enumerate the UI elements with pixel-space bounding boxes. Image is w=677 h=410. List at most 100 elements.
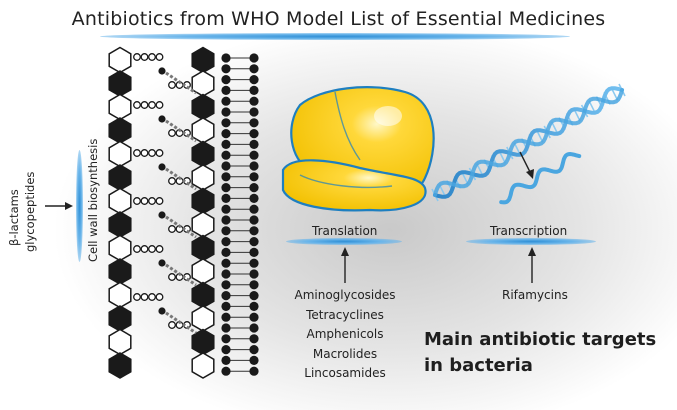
peptide-bead — [140, 293, 149, 301]
peptide-bead — [155, 293, 164, 301]
lipid-head — [221, 215, 231, 225]
lipid-head — [221, 75, 231, 85]
lipid-head — [249, 247, 259, 257]
glycan-hexagon — [108, 117, 132, 144]
peptide-bead — [133, 197, 141, 205]
peptide-bead — [168, 129, 176, 137]
lipid-head — [249, 161, 259, 171]
cell-wall-drugs-line1: β-lactams — [7, 189, 21, 246]
crosslink-bridge — [165, 215, 197, 239]
glycan-hexagon — [108, 258, 132, 285]
peptide-bead — [140, 197, 149, 205]
lipid-head — [249, 172, 259, 182]
glycan-hexagon — [191, 281, 215, 309]
lipid-head — [221, 345, 231, 355]
lipid-head — [249, 237, 259, 247]
lipid-head — [221, 247, 231, 257]
lipid-head — [221, 183, 231, 193]
arrow-translation — [341, 247, 349, 283]
peptide-bead — [168, 177, 176, 185]
peptide-bead — [148, 101, 156, 109]
main-heading-line1: Main antibiotic targets — [424, 329, 657, 350]
lipid-head — [249, 107, 259, 117]
lipid-head — [221, 323, 231, 333]
lipid-head — [221, 129, 231, 139]
lipid-head — [221, 193, 231, 203]
peptide-bead — [148, 197, 156, 205]
transcription-label: Transcription — [490, 224, 568, 238]
peptide-bead — [148, 149, 156, 157]
translation-label: Translation — [312, 224, 378, 238]
cell-wall-peptidoglycan — [108, 46, 215, 379]
lipid-head — [249, 129, 259, 139]
peptide-bead — [140, 149, 149, 157]
glycan-hexagon — [191, 46, 215, 74]
lipid-head — [249, 118, 259, 128]
rna-transcript — [499, 151, 582, 205]
lipid-head — [249, 204, 259, 214]
lipid-head — [221, 269, 231, 279]
peptide-bead — [155, 53, 164, 61]
crosslink-bridge — [165, 119, 197, 143]
lipid-head — [249, 64, 259, 74]
drug-aminoglycosides: Aminoglycosides — [294, 288, 396, 302]
lipid-head — [249, 269, 259, 279]
lipid-head — [221, 107, 231, 117]
glycan-hexagon — [108, 140, 132, 168]
crosslink-bridge — [165, 167, 197, 191]
glycan-hexagon — [191, 93, 215, 121]
glycan-hexagon — [191, 140, 215, 168]
drug-macrolides: Macrolides — [312, 346, 378, 361]
peptide-bead — [168, 321, 176, 329]
lipid-head — [249, 139, 259, 149]
lipid-head — [249, 183, 259, 193]
crosslink-node — [158, 259, 166, 267]
lipid-head — [221, 226, 231, 236]
glycan-hexagon — [108, 164, 132, 191]
glycan-hexagon — [108, 211, 132, 238]
lipid-head — [221, 258, 231, 268]
translation-bar — [286, 238, 402, 245]
drug-amphenicols: Amphenicols — [306, 327, 384, 341]
lipid-head — [221, 312, 231, 322]
cell-membrane-bilayer — [221, 53, 259, 376]
glycan-hexagon — [108, 93, 132, 121]
glycan-hexagon — [108, 305, 132, 332]
lipid-head — [221, 355, 231, 365]
glycan-hexagon — [108, 70, 132, 97]
glycan-hexagon — [108, 187, 132, 215]
lipid-head — [221, 237, 231, 247]
lipid-head — [249, 355, 259, 365]
lipid-head — [249, 345, 259, 355]
peptide-bead — [155, 245, 164, 253]
peptide-bead — [140, 245, 149, 253]
transcription-bar — [466, 238, 596, 245]
peptide-bead — [148, 293, 156, 301]
crosslink-node — [158, 115, 166, 123]
crosslink-node — [158, 211, 166, 219]
crosslink-bridge — [165, 263, 197, 287]
lipid-head — [249, 366, 259, 376]
lipid-head — [249, 75, 259, 85]
cell-wall-drugs-line2: glycopeptides — [23, 171, 37, 252]
lipid-head — [249, 215, 259, 225]
glycan-hexagon — [191, 211, 215, 238]
lipid-head — [221, 53, 231, 63]
lipid-head — [221, 280, 231, 290]
arrow-cell-wall — [45, 202, 73, 210]
lipid-head — [221, 96, 231, 106]
lipid-head — [221, 150, 231, 160]
peptide-bead — [140, 53, 149, 61]
peptide-bead — [148, 53, 156, 61]
glycan-hexagon — [108, 281, 132, 309]
peptide-bead — [168, 225, 176, 233]
glycan-hexagon — [191, 187, 215, 215]
lipid-head — [249, 85, 259, 95]
crosslink-bridge — [165, 71, 197, 95]
lipid-head — [221, 204, 231, 214]
peptide-bead — [148, 245, 156, 253]
glycan-hexagon — [191, 352, 215, 379]
dna-strand — [433, 88, 624, 197]
glycan-hexagon — [108, 46, 132, 74]
